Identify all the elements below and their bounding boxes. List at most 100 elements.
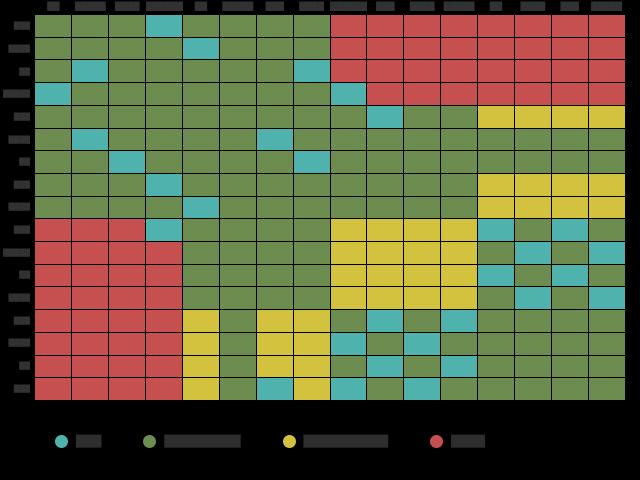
heatmap-cell xyxy=(441,242,478,264)
row-tick-label: ████ xyxy=(8,135,30,144)
heatmap-cell xyxy=(182,83,219,105)
heatmap-cell xyxy=(219,332,256,355)
heatmap-cell xyxy=(182,219,219,242)
heatmap-cell xyxy=(404,173,441,196)
row-tick-label: █████ xyxy=(3,248,30,257)
heatmap-cell xyxy=(589,128,625,151)
row-tick-label: ████ xyxy=(8,294,30,303)
heatmap-cell xyxy=(145,173,182,196)
heatmap-cell xyxy=(552,60,589,83)
heatmap-cell xyxy=(330,378,367,400)
heatmap-cell xyxy=(589,264,625,287)
heatmap-cell xyxy=(293,332,330,355)
heatmap-cell xyxy=(367,128,404,151)
heatmap-cell xyxy=(404,310,441,332)
heatmap-cell xyxy=(182,378,219,400)
heatmap-cell xyxy=(515,173,552,196)
heatmap-cell xyxy=(330,128,367,151)
heatmap-cell xyxy=(108,105,145,128)
column-tick-label: ██ xyxy=(47,2,60,11)
legend-item: █████████ xyxy=(143,434,241,448)
heatmap-cell xyxy=(108,332,145,355)
heatmap-cell xyxy=(478,37,515,60)
heatmap-cell xyxy=(71,105,108,128)
heatmap-cell xyxy=(256,242,293,264)
heatmap-cell xyxy=(182,355,219,378)
heatmap-cell xyxy=(293,219,330,242)
legend-item: ███ xyxy=(55,434,102,448)
heatmap-cell xyxy=(330,105,367,128)
legend-label: █████████ xyxy=(164,434,241,448)
heatmap-cell xyxy=(293,287,330,310)
heatmap-cell xyxy=(404,264,441,287)
heatmap-cell xyxy=(182,287,219,310)
heatmap-cell xyxy=(441,310,478,332)
heatmap-cell xyxy=(108,37,145,60)
row-tick-label: ███ xyxy=(13,112,30,121)
column-labels: ██ █████ ████ ██████ ██ █████ ███ ████ ██████ ███… xyxy=(35,0,625,14)
heatmap-cell xyxy=(145,37,182,60)
heatmap-cell xyxy=(71,128,108,151)
heatmap-cell xyxy=(256,151,293,173)
heatmap-cell xyxy=(108,310,145,332)
legend-item: ██████████ xyxy=(282,434,388,448)
heatmap-cell xyxy=(515,15,552,37)
heatmap-cell xyxy=(71,196,108,219)
heatmap-cell xyxy=(71,355,108,378)
heatmap-grid xyxy=(35,15,625,400)
heatmap-cell xyxy=(367,264,404,287)
heatmap-cell xyxy=(145,332,182,355)
column-tick-label: ██████ xyxy=(330,2,367,11)
heatmap-cell xyxy=(71,287,108,310)
column-tick-label: ████ xyxy=(299,2,324,11)
heatmap-cell xyxy=(552,196,589,219)
heatmap-cell xyxy=(478,105,515,128)
heatmap-cell xyxy=(589,37,625,60)
heatmap-cell xyxy=(478,128,515,151)
heatmap-cell xyxy=(108,60,145,83)
heatmap-cell xyxy=(71,242,108,264)
heatmap-cell xyxy=(367,60,404,83)
heatmap-cell xyxy=(441,219,478,242)
heatmap-cell xyxy=(478,219,515,242)
heatmap-cell xyxy=(515,287,552,310)
heatmap-cell xyxy=(182,60,219,83)
heatmap-cell xyxy=(293,355,330,378)
heatmap-cell xyxy=(404,355,441,378)
heatmap-cell xyxy=(256,264,293,287)
heatmap-cell xyxy=(108,15,145,37)
heatmap-cell xyxy=(35,128,71,151)
heatmap-cell xyxy=(515,128,552,151)
heatmap-cell xyxy=(256,310,293,332)
row-tick-label: ██ xyxy=(19,362,30,371)
heatmap-cell xyxy=(367,37,404,60)
column-tick-label: ███ xyxy=(560,2,579,11)
heatmap-cell xyxy=(441,128,478,151)
heatmap-cell xyxy=(330,332,367,355)
heatmap-cell xyxy=(256,60,293,83)
heatmap-cell xyxy=(552,105,589,128)
heatmap-cell xyxy=(441,264,478,287)
heatmap-cell xyxy=(515,83,552,105)
heatmap-cell xyxy=(145,83,182,105)
heatmap-cell xyxy=(145,310,182,332)
heatmap-cell xyxy=(552,264,589,287)
heatmap-cell xyxy=(589,355,625,378)
heatmap-cell xyxy=(478,287,515,310)
heatmap-cell xyxy=(552,310,589,332)
heatmap-cell xyxy=(367,219,404,242)
heatmap-cell xyxy=(35,60,71,83)
heatmap-cell xyxy=(35,173,71,196)
heatmap-cell xyxy=(478,355,515,378)
heatmap-cell xyxy=(515,378,552,400)
heatmap-cell xyxy=(404,128,441,151)
column-tick-label: ████ xyxy=(114,2,140,11)
heatmap-cell xyxy=(552,83,589,105)
row-tick-label: ████ xyxy=(8,339,30,348)
heatmap-cell xyxy=(256,196,293,219)
row-tick-label: ███ xyxy=(13,384,30,393)
heatmap-cell xyxy=(552,128,589,151)
legend-label: ███ xyxy=(76,434,102,448)
heatmap-cell xyxy=(182,332,219,355)
